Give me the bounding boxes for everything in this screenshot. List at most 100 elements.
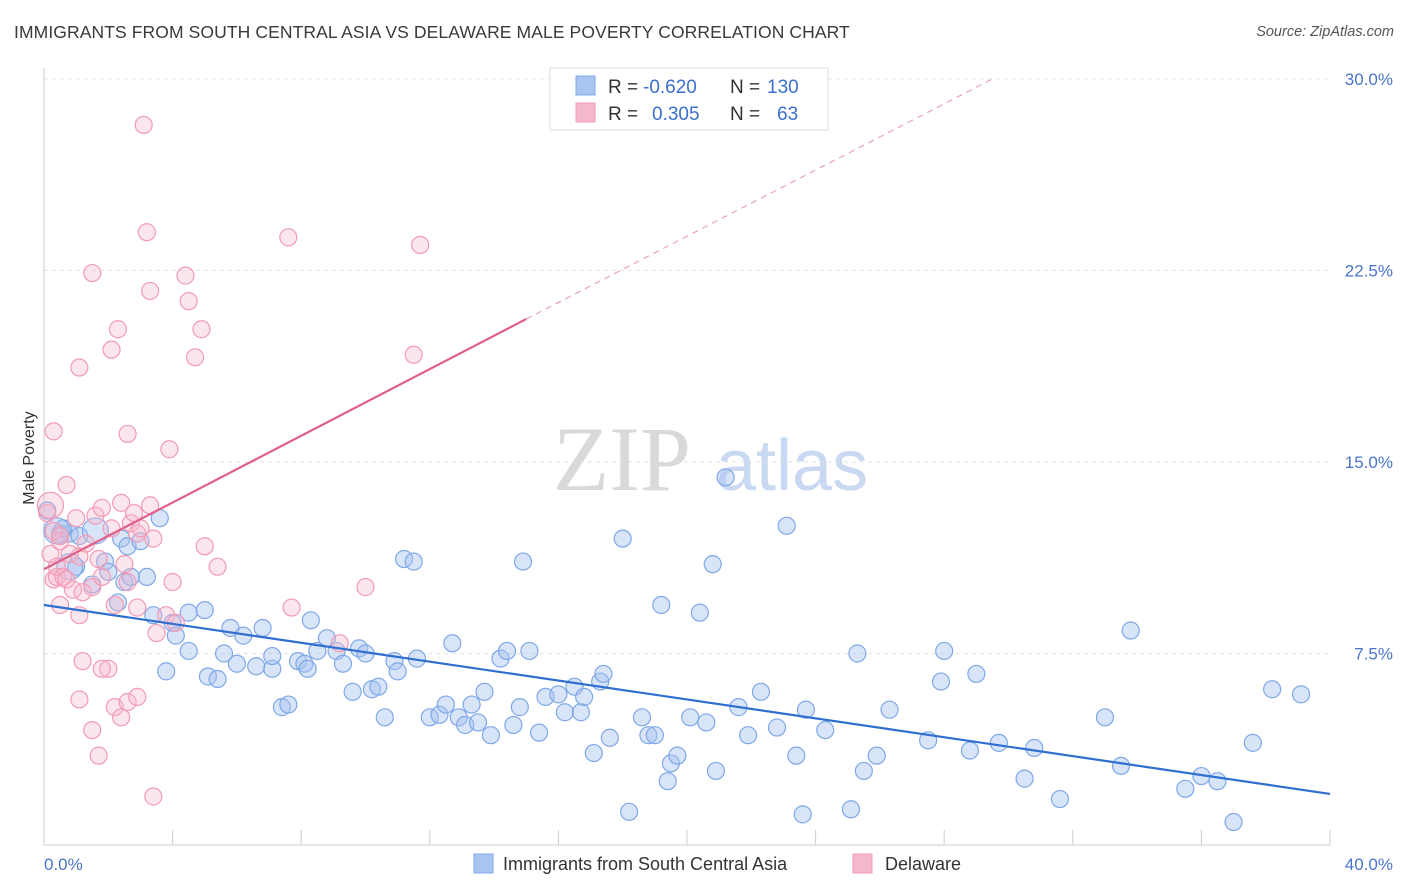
point-south-central-asia [179, 641, 198, 661]
point-delaware [73, 652, 92, 671]
legend-n-value-2: 63 [777, 104, 798, 125]
point-delaware [99, 659, 118, 678]
watermark-atlas: atlas [716, 426, 868, 506]
point-delaware [176, 266, 195, 285]
point-south-central-asia [848, 644, 867, 663]
point-south-central-asia [841, 800, 861, 819]
point-south-central-asia [1111, 756, 1131, 775]
point-delaware [179, 292, 198, 311]
legend-bottom-swatch-pink [852, 853, 873, 874]
point-delaware [89, 549, 108, 569]
point-south-central-asia [571, 703, 591, 722]
point-south-central-asia [854, 761, 873, 781]
point-south-central-asia [555, 703, 574, 722]
point-south-central-asia [475, 682, 494, 701]
point-delaware [50, 595, 70, 615]
legend-r-value-1: -0.620 [643, 77, 697, 98]
point-delaware [70, 690, 89, 709]
chart-title: IMMIGRANTS FROM SOUTH CENTRAL ASIA VS DE… [14, 22, 850, 42]
point-delaware [404, 345, 423, 364]
point-delaware [92, 498, 111, 518]
legend-top: R = -0.620 N = 130 R = 0.305 N = 63 [549, 67, 829, 131]
point-delaware [57, 570, 76, 589]
point-delaware [83, 720, 102, 740]
point-south-central-asia [137, 567, 156, 587]
point-delaware [195, 537, 214, 556]
point-south-central-asia [462, 695, 481, 714]
point-south-central-asia [867, 746, 886, 765]
point-south-central-asia [1095, 708, 1115, 727]
point-south-central-asia [279, 695, 298, 714]
point-delaware [147, 623, 166, 643]
point-delaware [208, 557, 227, 576]
point-delaware [118, 424, 137, 444]
point-delaware [192, 320, 211, 339]
y-tick-label: 22.5% [1345, 262, 1393, 281]
trend-lines [43, 78, 1331, 796]
legend-r-value-2: 0.305 [652, 104, 700, 125]
point-south-central-asia [549, 685, 568, 704]
point-south-central-asia [703, 555, 722, 574]
point-south-central-asia [404, 552, 423, 571]
point-south-central-asia [301, 611, 320, 630]
point-south-central-asia [1176, 779, 1195, 798]
point-south-central-asia [298, 659, 317, 678]
point-south-central-asia [658, 772, 677, 791]
gridlines [44, 78, 1330, 654]
y-tick-label: 7.5% [1354, 645, 1393, 664]
point-delaware [118, 692, 137, 712]
point-south-central-asia [777, 516, 796, 535]
legend-bottom-label-2: Delaware [885, 854, 961, 874]
point-south-central-asia [620, 802, 639, 821]
point-south-central-asia [706, 761, 726, 781]
point-south-central-asia [584, 743, 603, 763]
point-south-central-asia [108, 593, 128, 612]
point-delaware [279, 228, 298, 247]
point-delaware [163, 572, 182, 592]
point-delaware [282, 598, 301, 617]
point-south-central-asia [227, 654, 246, 673]
point-south-central-asia [481, 726, 500, 745]
point-south-central-asia [1224, 812, 1243, 832]
legend-bottom: Immigrants from South Central Asia Delaw… [473, 853, 961, 874]
point-delaware [128, 598, 147, 617]
point-south-central-asia [575, 687, 594, 707]
point-south-central-asia [295, 654, 314, 673]
point-south-central-asia [1208, 772, 1227, 791]
point-south-central-asia-large [81, 517, 110, 545]
point-south-central-asia [513, 552, 533, 571]
point-south-central-asia [767, 718, 787, 737]
point-delaware [112, 493, 131, 512]
point-delaware [54, 567, 73, 587]
point-delaware [70, 358, 89, 377]
legend-n-label-1: N = [730, 77, 760, 98]
point-south-central-asia [214, 644, 234, 663]
x-tick-label-min: 0.0% [44, 855, 83, 874]
point-south-central-asia [166, 626, 185, 645]
trend-line-south-central-asia [43, 603, 1331, 796]
point-delaware [134, 115, 153, 135]
point-delaware [50, 532, 70, 551]
point-south-central-asia [375, 708, 394, 727]
point-south-central-asia [468, 713, 488, 732]
point-south-central-asia [681, 708, 700, 727]
point-south-central-asia [530, 723, 549, 742]
watermark-zip: ZIP [553, 408, 691, 510]
point-delaware [50, 526, 70, 546]
point-delaware [105, 595, 124, 615]
point-delaware [137, 223, 156, 242]
legend-swatch-pink [575, 102, 596, 123]
point-south-central-asia [796, 700, 816, 719]
point-south-central-asia [208, 669, 227, 689]
point-delaware [92, 659, 111, 678]
point-delaware [128, 524, 147, 543]
trend-line-delaware [43, 318, 527, 571]
point-south-central-asia [263, 646, 282, 666]
point-delaware [186, 348, 205, 367]
point-south-central-asia [600, 728, 619, 747]
point-south-central-asia [1263, 680, 1282, 699]
point-delaware [44, 422, 63, 441]
point-south-central-asia [510, 698, 529, 717]
legend-bottom-label-1: Immigrants from South Central Asia [503, 854, 788, 874]
point-south-central-asia [253, 618, 272, 638]
